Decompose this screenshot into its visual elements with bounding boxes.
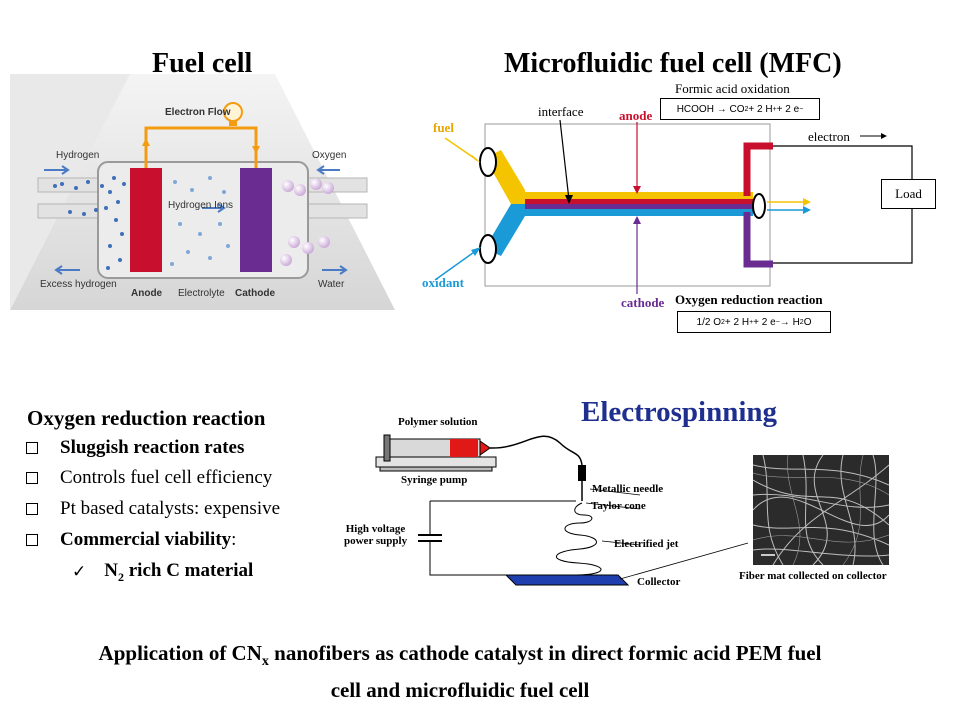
formic-acid-equation: HCOOH → CO 2 + 2 H + + 2 e − bbox=[660, 98, 820, 120]
list-item: Pt based catalysts: expensive bbox=[26, 498, 280, 520]
mfc-diagram bbox=[434, 119, 913, 294]
hydrogen-molecules bbox=[53, 176, 126, 270]
checkbox-icon bbox=[26, 534, 38, 546]
mfc-title: Microfluidic fuel cell (MFC) bbox=[504, 48, 842, 79]
fuel-cell-diagram bbox=[10, 74, 395, 310]
checkbox-icon bbox=[26, 442, 38, 454]
cathode-plate bbox=[240, 168, 272, 272]
checkmark-icon: ✓ bbox=[72, 562, 87, 582]
cathode-label: Cathode bbox=[235, 288, 275, 299]
list-item: Sluggish reaction rates bbox=[26, 437, 244, 459]
oxygen-molecules bbox=[280, 178, 334, 266]
electrospinning-diagram bbox=[375, 434, 749, 586]
fiber-mat-image bbox=[753, 455, 889, 565]
load-box: Load bbox=[881, 179, 936, 209]
hydrogen-ions bbox=[170, 176, 230, 266]
interface-label: interface bbox=[538, 104, 584, 119]
sub-list-item: ✓ N2 rich C material bbox=[72, 560, 254, 584]
checkbox-icon bbox=[26, 472, 38, 484]
collector-label: Collector bbox=[637, 576, 681, 588]
electron-label: electron bbox=[808, 129, 850, 144]
orr-heading: Oxygen reduction reaction bbox=[27, 406, 266, 430]
orr-eq-label: Oxygen reduction reaction bbox=[675, 292, 823, 307]
mfc-cathode-label: cathode bbox=[621, 295, 665, 310]
fiber-mat-label: Fiber mat collected on collector bbox=[739, 570, 887, 582]
hydrogen-label: Hydrogen bbox=[56, 150, 100, 161]
electron-flow-label: Electron Flow bbox=[165, 107, 231, 118]
caption: Application of CNx nanofibers as cathode… bbox=[98, 641, 822, 703]
list-item: Commercial viability: bbox=[26, 529, 236, 551]
anode-strip bbox=[525, 199, 753, 204]
metallic-needle-label: Metallic needle bbox=[592, 483, 664, 495]
high-voltage-label: High voltage power supply bbox=[344, 523, 408, 547]
cathode-strip bbox=[525, 204, 753, 209]
list-item: Controls fuel cell efficiency bbox=[26, 467, 272, 489]
hydrogen-ions-label: Hydrogen Ions bbox=[168, 200, 234, 211]
water-label: Water bbox=[318, 279, 345, 290]
anode-label: Anode bbox=[131, 288, 163, 299]
polymer-solution-label: Polymer solution bbox=[398, 416, 478, 428]
electrospinning-title: Electrospinning bbox=[581, 396, 778, 428]
anode-plate bbox=[130, 168, 162, 272]
mfc-anode-label: anode bbox=[619, 108, 653, 123]
formic-acid-label: Formic acid oxidation bbox=[675, 81, 790, 96]
fuel-label: fuel bbox=[433, 120, 454, 135]
syringe-pump-label: Syringe pump bbox=[401, 474, 468, 486]
polymer-solution bbox=[450, 439, 478, 457]
flow-arrows bbox=[44, 165, 348, 275]
taylor-cone-label: Taylor cone bbox=[591, 500, 646, 512]
collector-plate bbox=[504, 574, 630, 586]
electrified-jet-label: Electrified jet bbox=[614, 538, 679, 550]
oxidant-label: oxidant bbox=[422, 275, 464, 290]
fuel-cell-title: Fuel cell bbox=[152, 48, 253, 79]
oxygen-label: Oxygen bbox=[312, 150, 347, 161]
electrolyte-label: Electrolyte bbox=[178, 288, 225, 299]
checkbox-icon bbox=[26, 503, 38, 515]
excess-hydrogen-label: Excess hydrogen bbox=[40, 279, 117, 290]
